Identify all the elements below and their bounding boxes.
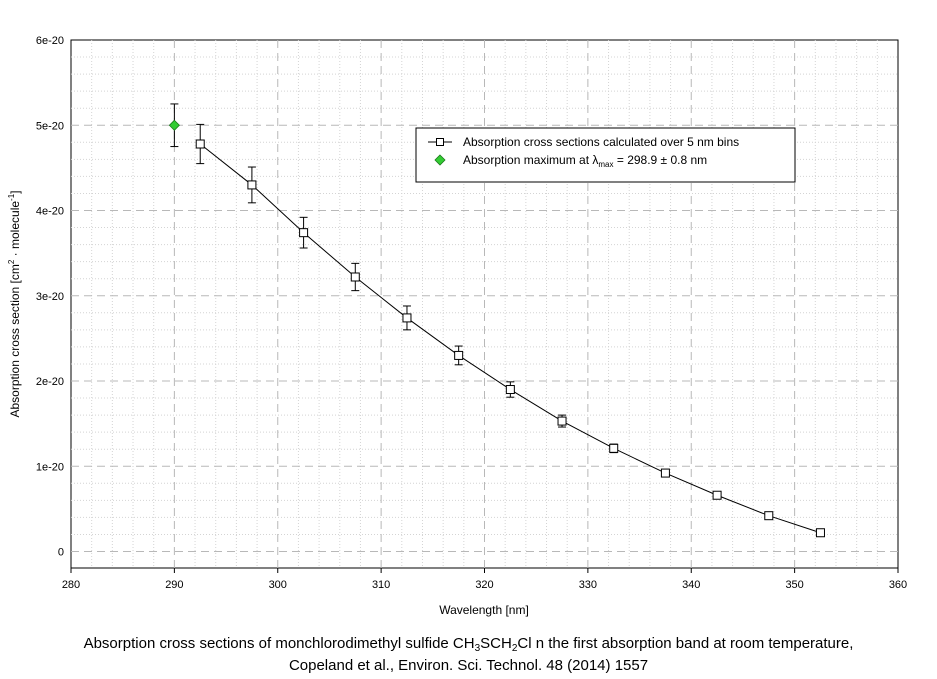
data-point-square [505, 385, 515, 395]
chart: 280 290 300 310 320 330 340 350 360 0 1e-20 2e-20 3e… [7, 35, 907, 617]
x-tick-label: 340 [682, 579, 700, 591]
y-axis-label: Absorption cross section [cm2 · molecule… [7, 190, 22, 417]
x-tick-label: 350 [785, 579, 803, 591]
data-point-square [195, 139, 205, 149]
data-point-square [712, 490, 722, 500]
axes: 280 290 300 310 320 330 340 350 360 0 1e-20 2e-20 3e… [36, 35, 907, 591]
x-tick-label: 280 [62, 579, 80, 591]
data-point-square [402, 313, 412, 323]
legend-series-1-label: Absorption cross sections calculated ove… [463, 135, 739, 149]
data-point-square [660, 468, 670, 478]
data-point-square [299, 228, 309, 238]
y-tick-label: 1e-20 [36, 461, 64, 473]
data-point-square [454, 350, 464, 360]
y-tick-label: 0 [58, 547, 64, 559]
legend-box [415, 127, 796, 183]
y-tick-label: 3e-20 [36, 291, 64, 303]
x-tick-label: 360 [889, 579, 907, 591]
x-tick-label: 330 [579, 579, 597, 591]
y-tick-label: 5e-20 [36, 120, 64, 132]
data-point-square [764, 511, 774, 521]
figure-caption-line-1: Absorption cross sections of monchlorodi… [83, 635, 854, 654]
x-tick-label: 300 [269, 579, 287, 591]
plot-area [168, 103, 825, 538]
x-tick-label: 310 [372, 579, 390, 591]
y-tick-label: 2e-20 [36, 376, 64, 388]
data-point-square [815, 528, 825, 538]
data-point-square [350, 272, 360, 282]
legend-diamond-marker [434, 154, 446, 166]
legend-series-2-label: Absorption maximum at λmax = 298.9 ± 0.8… [463, 153, 707, 169]
data-point-square [609, 443, 619, 453]
legend-square-marker [436, 138, 444, 146]
figure-caption-line-2: Copeland et al., Environ. Sci. Technol. … [288, 657, 649, 674]
x-tick-label: 320 [475, 579, 493, 591]
data-point-square [247, 180, 257, 190]
y-tick-label: 4e-20 [36, 206, 64, 218]
data-point-square [557, 416, 567, 426]
y-tick-label: 6e-20 [36, 35, 64, 47]
x-axis-label: Wavelength [nm] [439, 603, 529, 617]
x-tick-label: 290 [165, 579, 183, 591]
data-point-diamond [168, 119, 180, 131]
legend: Absorption cross sections calculated ove… [415, 127, 796, 183]
